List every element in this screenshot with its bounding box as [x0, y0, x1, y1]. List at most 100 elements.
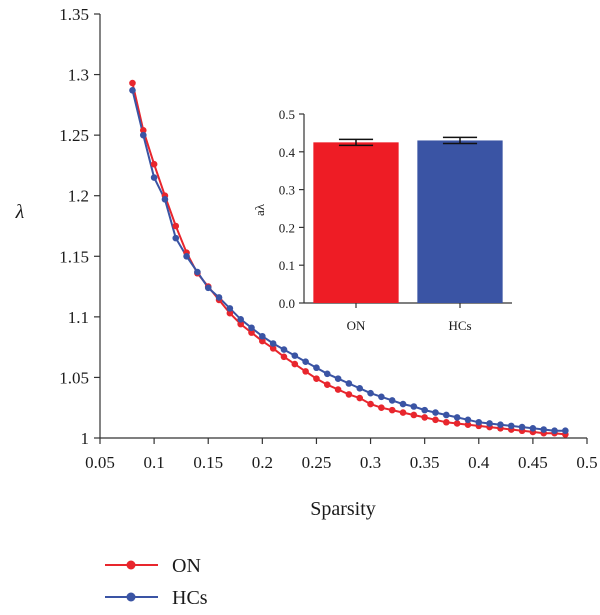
data-point-on: [172, 222, 180, 230]
legend-marker-on: [126, 560, 136, 570]
data-point-hcs: [421, 406, 428, 414]
data-point-hcs: [226, 305, 234, 312]
data-point-on: [367, 400, 374, 408]
data-point-on: [410, 411, 418, 419]
data-point-on: [237, 320, 244, 328]
data-point-on: [280, 353, 288, 361]
data-point-hcs: [540, 426, 548, 433]
data-point-hcs: [204, 284, 212, 292]
data-point-on: [464, 421, 472, 428]
main-line-chart: 0.05 0.1 0.15 0.2 0.25 0.3 0.35 0.4 0.45 0.5 1 1.0…: [15, 5, 598, 520]
data-point-hcs: [172, 234, 180, 242]
data-point-hcs: [529, 425, 537, 432]
main-x-tick-label: 0.35: [410, 453, 440, 472]
data-point-hcs: [139, 131, 147, 139]
data-point-on: [150, 160, 158, 168]
data-point-hcs: [475, 418, 483, 426]
main-x-tick-label: 0.5: [576, 453, 597, 472]
main-x-tick-label: 0.15: [193, 453, 223, 472]
data-point-hcs: [237, 315, 244, 323]
main-x-tick-label: 0.45: [518, 453, 548, 472]
inset-y-tick-label: 0.2: [279, 220, 295, 235]
data-point-hcs: [291, 352, 299, 359]
data-point-hcs: [302, 358, 309, 365]
data-point-hcs: [129, 87, 136, 94]
main-y-tick-label: 1.2: [68, 187, 89, 206]
inset-y-tick-label: 0.5: [279, 107, 295, 122]
data-point-on: [334, 386, 342, 393]
data-point-hcs: [280, 346, 288, 353]
main-y-tick-label: 1.15: [59, 247, 89, 266]
legend-item-hcs: HCs: [105, 587, 208, 609]
inset-y-axis-title: aλ: [252, 203, 267, 216]
main-x-tick-label: 0.3: [360, 453, 381, 472]
inset-bars: [313, 136, 503, 303]
inset-y-tick-label: 0.0: [279, 296, 295, 311]
data-point-on: [139, 126, 147, 134]
data-point-hcs: [367, 389, 374, 397]
legend-label-on: ON: [172, 555, 201, 577]
data-point-hcs: [161, 196, 169, 203]
legend: ON HCs: [105, 555, 208, 609]
data-point-hcs: [399, 400, 407, 408]
data-point-hcs: [378, 393, 385, 401]
legend-item-on: ON: [105, 555, 201, 577]
inset-x-label-on: ON: [347, 318, 366, 333]
data-point-hcs: [507, 422, 515, 430]
data-point-hcs: [486, 420, 493, 427]
main-x-tick-label: 0.2: [252, 453, 273, 472]
data-point-hcs: [345, 380, 353, 387]
data-point-on: [129, 79, 136, 87]
main-x-tick-label: 0.1: [143, 453, 164, 472]
data-point-on: [291, 360, 299, 368]
data-point-on: [259, 337, 266, 345]
data-point-hcs: [194, 268, 201, 276]
data-point-hcs: [269, 340, 277, 347]
main-y-ticks: 1 1.05 1.1 1.15 1.2 1.25 1.3 1.35: [59, 5, 100, 448]
main-x-tick-label: 0.25: [302, 453, 332, 472]
data-point-hcs: [248, 324, 255, 332]
data-point-hcs: [150, 174, 158, 181]
main-y-tick-label: 1.05: [59, 368, 89, 387]
data-point-on: [443, 418, 450, 426]
data-point-hcs: [388, 397, 396, 404]
data-point-hcs: [356, 385, 364, 392]
data-point-on: [388, 406, 396, 414]
data-point-on: [421, 414, 428, 421]
inset-x-labels: ON HCs: [347, 303, 472, 333]
data-point-on: [432, 416, 439, 424]
data-point-hcs: [313, 364, 320, 372]
legend-label-hcs: HCs: [172, 587, 208, 609]
legend-marker-hcs: [126, 592, 136, 602]
data-point-on: [302, 368, 309, 375]
data-point-on: [269, 345, 277, 352]
data-point-hcs: [410, 403, 418, 410]
inset-y-tick-label: 0.1: [279, 258, 295, 273]
inset-y-ticks: 0.0 0.1 0.2 0.3 0.4 0.5: [279, 107, 304, 311]
data-point-hcs: [497, 421, 504, 428]
data-point-hcs: [453, 414, 461, 421]
bar-hcs: [417, 140, 503, 303]
data-point-on: [453, 420, 461, 427]
data-point-on: [323, 381, 331, 388]
main-y-tick-label: 1.1: [68, 308, 89, 327]
main-y-tick-label: 1.3: [68, 66, 89, 85]
data-point-hcs: [334, 375, 342, 382]
inset-x-label-hcs: HCs: [448, 318, 471, 333]
data-point-on: [356, 394, 364, 402]
data-point-on: [378, 404, 385, 412]
data-point-hcs: [562, 427, 569, 435]
data-point-on: [313, 375, 320, 382]
main-x-tick-label: 0.05: [85, 453, 115, 472]
data-point-on: [248, 329, 255, 336]
main-y-tick-label: 1.35: [59, 5, 89, 24]
main-y-axis-title: λ: [15, 201, 25, 223]
data-point-hcs: [183, 252, 190, 260]
main-x-ticks: 0.05 0.1 0.15 0.2 0.25 0.3 0.35 0.4 0.45 0.5: [85, 438, 598, 472]
error-bar-on: [338, 138, 374, 147]
main-series-points: [129, 79, 569, 438]
data-point-on: [226, 309, 234, 317]
data-point-hcs: [259, 332, 266, 340]
main-y-tick-label: 1.25: [59, 126, 89, 145]
